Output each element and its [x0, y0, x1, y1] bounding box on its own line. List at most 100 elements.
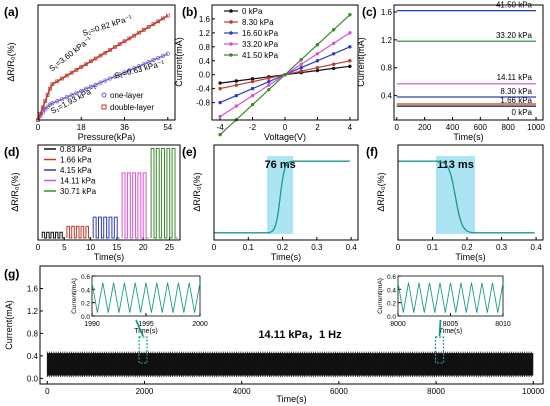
- y-tick-label: 1.6: [199, 15, 211, 24]
- y-axis-label: ΔR/R₀(%): [10, 172, 20, 211]
- panel-label: (e): [182, 145, 197, 159]
- panel-d: 0 5 10 15 20 25Time(s)ΔR/R₀(%)(d) 0.83 kPa1.66…: [4, 145, 177, 262]
- x-tick-label: 15: [112, 243, 121, 252]
- series-label: 33.20 kPa: [496, 31, 533, 40]
- response-time-label: 76 ms: [265, 159, 296, 171]
- data-point: [251, 80, 254, 83]
- series-line: [67, 226, 91, 238]
- legend-label: 0 kPa: [242, 7, 263, 16]
- x-tick-label: 2: [315, 123, 320, 132]
- y-axis-label: ΔR/R₀(%): [6, 42, 16, 81]
- x-tick-label: 1995: [138, 321, 154, 328]
- x-tick-label: 1990: [84, 321, 100, 328]
- series-label: 14.11 kPa: [497, 73, 533, 82]
- x-tick-label: 600: [474, 123, 488, 132]
- legend-label: 1.66 kPa: [60, 156, 92, 165]
- legend-marker: [102, 105, 106, 109]
- series-label: 8.30 kPa: [500, 87, 532, 96]
- x-tick-label: 0: [45, 387, 50, 396]
- data-point: [283, 73, 286, 76]
- data-point: [267, 88, 270, 91]
- x-tick-label: 0: [283, 123, 288, 132]
- zoom-arrow: [440, 320, 441, 336]
- x-axis-label: Time(s): [276, 394, 306, 404]
- y-tick-label: -0.8: [196, 99, 210, 108]
- x-axis-label: Time(s): [94, 252, 124, 262]
- x-tick-label: 2000: [192, 321, 208, 328]
- legend-label: one-layer: [110, 91, 144, 100]
- x-tick-label: 0: [395, 123, 400, 132]
- data-point: [316, 66, 319, 69]
- panel-label: (a): [4, 5, 19, 19]
- x-tick-label: 25: [165, 243, 174, 252]
- inset-frame: [92, 276, 200, 316]
- x-tick-label: 10: [86, 243, 95, 252]
- x-tick-label: 20: [139, 243, 148, 252]
- x-tick-label: 0.2: [461, 243, 473, 252]
- panel-label: (c): [362, 5, 377, 19]
- legend-marker: [229, 31, 233, 35]
- data-point: [267, 76, 270, 79]
- legend-label: 41.50 kPa: [242, 51, 279, 60]
- y-tick-label: 1.2: [27, 307, 39, 316]
- x-axis-label: Time(s): [455, 252, 485, 262]
- data-point: [348, 45, 351, 48]
- y-tick-label: 1.2: [199, 29, 211, 38]
- legend-label: 8.30 kPa: [242, 18, 274, 27]
- data-point: [235, 104, 238, 107]
- panel-label: (f): [366, 145, 378, 159]
- data-point: [348, 13, 351, 16]
- y-tick-label: 0.4: [387, 287, 396, 294]
- data-point: [316, 52, 319, 55]
- x-tick-label: 8000: [427, 387, 445, 396]
- condition-label: 14.11 kPa，1 Hz: [258, 329, 342, 341]
- series-line: [42, 232, 64, 238]
- data-point: [251, 94, 254, 97]
- inset-y-axis-label: Current(mA): [71, 278, 78, 314]
- data-point: [218, 87, 221, 90]
- series-label: 1.66 kPa: [500, 96, 532, 105]
- data-point: [218, 133, 221, 136]
- y-tick-label: 0.6: [387, 274, 396, 281]
- x-tick-label: 0.1: [243, 243, 255, 252]
- x-tick-label: 4: [348, 123, 353, 132]
- y-tick-label: 0.4: [81, 287, 90, 294]
- x-tick-label: 0.3: [311, 243, 323, 252]
- data-point: [332, 42, 335, 45]
- x-axis-label: Pressure(kPa): [78, 132, 136, 142]
- y-tick-label: 0.8: [381, 64, 393, 73]
- series-line: [151, 149, 177, 239]
- data-point: [332, 67, 335, 70]
- data-point: [348, 31, 351, 34]
- x-tick-label: 2000: [136, 387, 154, 396]
- panel-g: 0 2000 4000 6000 8000 100000.00.40.81.21.6Tim…: [4, 267, 545, 404]
- x-tick-label: 0: [36, 243, 41, 252]
- x-axis-label: Time(s): [271, 252, 301, 262]
- y-tick-label: 0.4: [381, 92, 393, 101]
- legend-label: 14.11 kPa: [60, 177, 96, 186]
- data-point: [235, 83, 238, 86]
- data-point: [332, 63, 335, 66]
- inset-x-axis-label: Time(s): [439, 328, 462, 335]
- legend-marker: [229, 42, 233, 46]
- data-point: [251, 87, 254, 90]
- y-tick-label: 0.8: [27, 329, 39, 338]
- data-point: [300, 66, 303, 69]
- x-tick-label: 0: [396, 243, 401, 252]
- data-point: [251, 103, 254, 106]
- inset-y-axis-label: Current(mA): [377, 278, 384, 314]
- y-axis-label: Current(mA): [174, 37, 184, 87]
- y-tick-label: 0.4: [27, 352, 39, 361]
- x-tick-label: 0: [36, 123, 41, 132]
- response-time-label: 113 ms: [437, 159, 474, 171]
- y-tick-label: 1.6: [27, 284, 39, 293]
- legend-marker: [102, 93, 106, 97]
- panel-label: (d): [4, 145, 19, 159]
- legend-label: 16.60 kPa: [242, 29, 279, 38]
- y-tick-label: 0.0: [199, 71, 211, 80]
- data-point: [332, 52, 335, 55]
- annotation: S₁=3.60 kPa⁻¹: [48, 35, 94, 74]
- inset-x-axis-label: Time(s): [134, 328, 157, 335]
- x-axis-label: Time(s): [453, 132, 483, 142]
- y-tick-label: 1.2: [381, 36, 393, 45]
